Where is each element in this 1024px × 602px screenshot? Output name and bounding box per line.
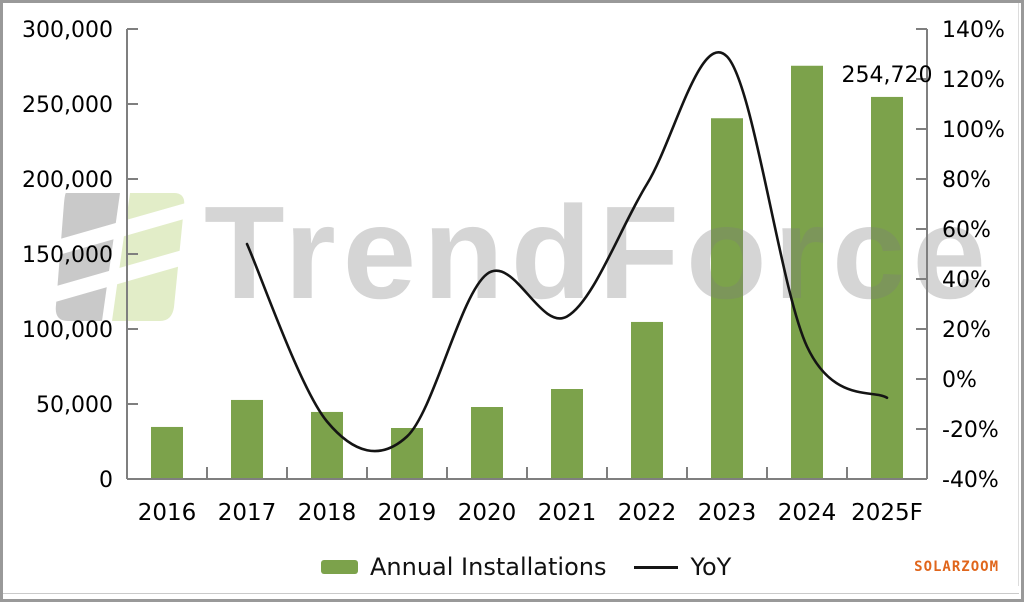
right-axis-label: 120% <box>942 68 1005 93</box>
inner-edge-right <box>1018 3 1019 586</box>
right-axis-label: 20% <box>942 318 991 343</box>
left-axis-label: 200,000 <box>22 168 113 193</box>
bar-2022 <box>631 321 663 479</box>
x-axis-label-2022: 2022 <box>618 500 677 526</box>
x-axis-label-2019: 2019 <box>378 500 437 526</box>
inner-edge-bottom <box>3 593 1019 594</box>
bars-layer <box>151 65 903 480</box>
right-axis-label: 0% <box>942 368 977 393</box>
right-axis-label: -20% <box>942 418 999 443</box>
x-axis-label-2017: 2017 <box>218 500 277 526</box>
bar-2020 <box>471 407 503 479</box>
bar-2021 <box>551 389 583 479</box>
legend-line-marker-icon <box>634 565 679 569</box>
bar-2025F <box>871 96 903 480</box>
left-axis-label: 50,000 <box>36 393 113 418</box>
right-axis-label: 100% <box>942 118 1005 143</box>
legend-bar-label: Annual Installations <box>370 553 607 581</box>
bar-2017 <box>231 399 263 479</box>
right-axis-label: 60% <box>942 218 991 243</box>
x-axis-label-2016: 2016 <box>138 500 197 526</box>
legend: Annual Installations YoY <box>321 553 732 581</box>
bar-2023 <box>711 118 743 479</box>
x-axis-label-2025F: 2025F <box>851 500 923 526</box>
x-axis-label-2018: 2018 <box>298 500 357 526</box>
x-axis-label-2024: 2024 <box>778 500 837 526</box>
credit-text: SOLARZOOM <box>914 559 999 575</box>
left-axis-label: 100,000 <box>22 318 113 343</box>
bar-2024 <box>791 65 823 479</box>
left-axis-label: 0 <box>99 468 113 493</box>
left-axis-label: 150,000 <box>22 243 113 268</box>
right-axis-label: 140% <box>942 18 1005 43</box>
axes-and-line-layer: 300,000 250,000 200,000 150,000 100,000 50,00… <box>22 18 1005 526</box>
right-axis-label: -40% <box>942 468 999 493</box>
x-axis-label-2023: 2023 <box>698 500 757 526</box>
left-axis-label: 300,000 <box>22 18 113 43</box>
x-axis-label-2020: 2020 <box>458 500 517 526</box>
bar-2016 <box>151 426 183 479</box>
right-axis-label: 40% <box>942 268 991 293</box>
x-axis-label-2021: 2021 <box>538 500 597 526</box>
legend-bar-swatch <box>321 560 358 574</box>
legend-line-label: YoY <box>690 553 732 581</box>
right-axis-label: 80% <box>942 168 991 193</box>
yoy-line <box>245 51 889 453</box>
annotation-last-bar-value: 254,720 <box>842 63 933 88</box>
left-axis-label: 250,000 <box>22 93 113 118</box>
